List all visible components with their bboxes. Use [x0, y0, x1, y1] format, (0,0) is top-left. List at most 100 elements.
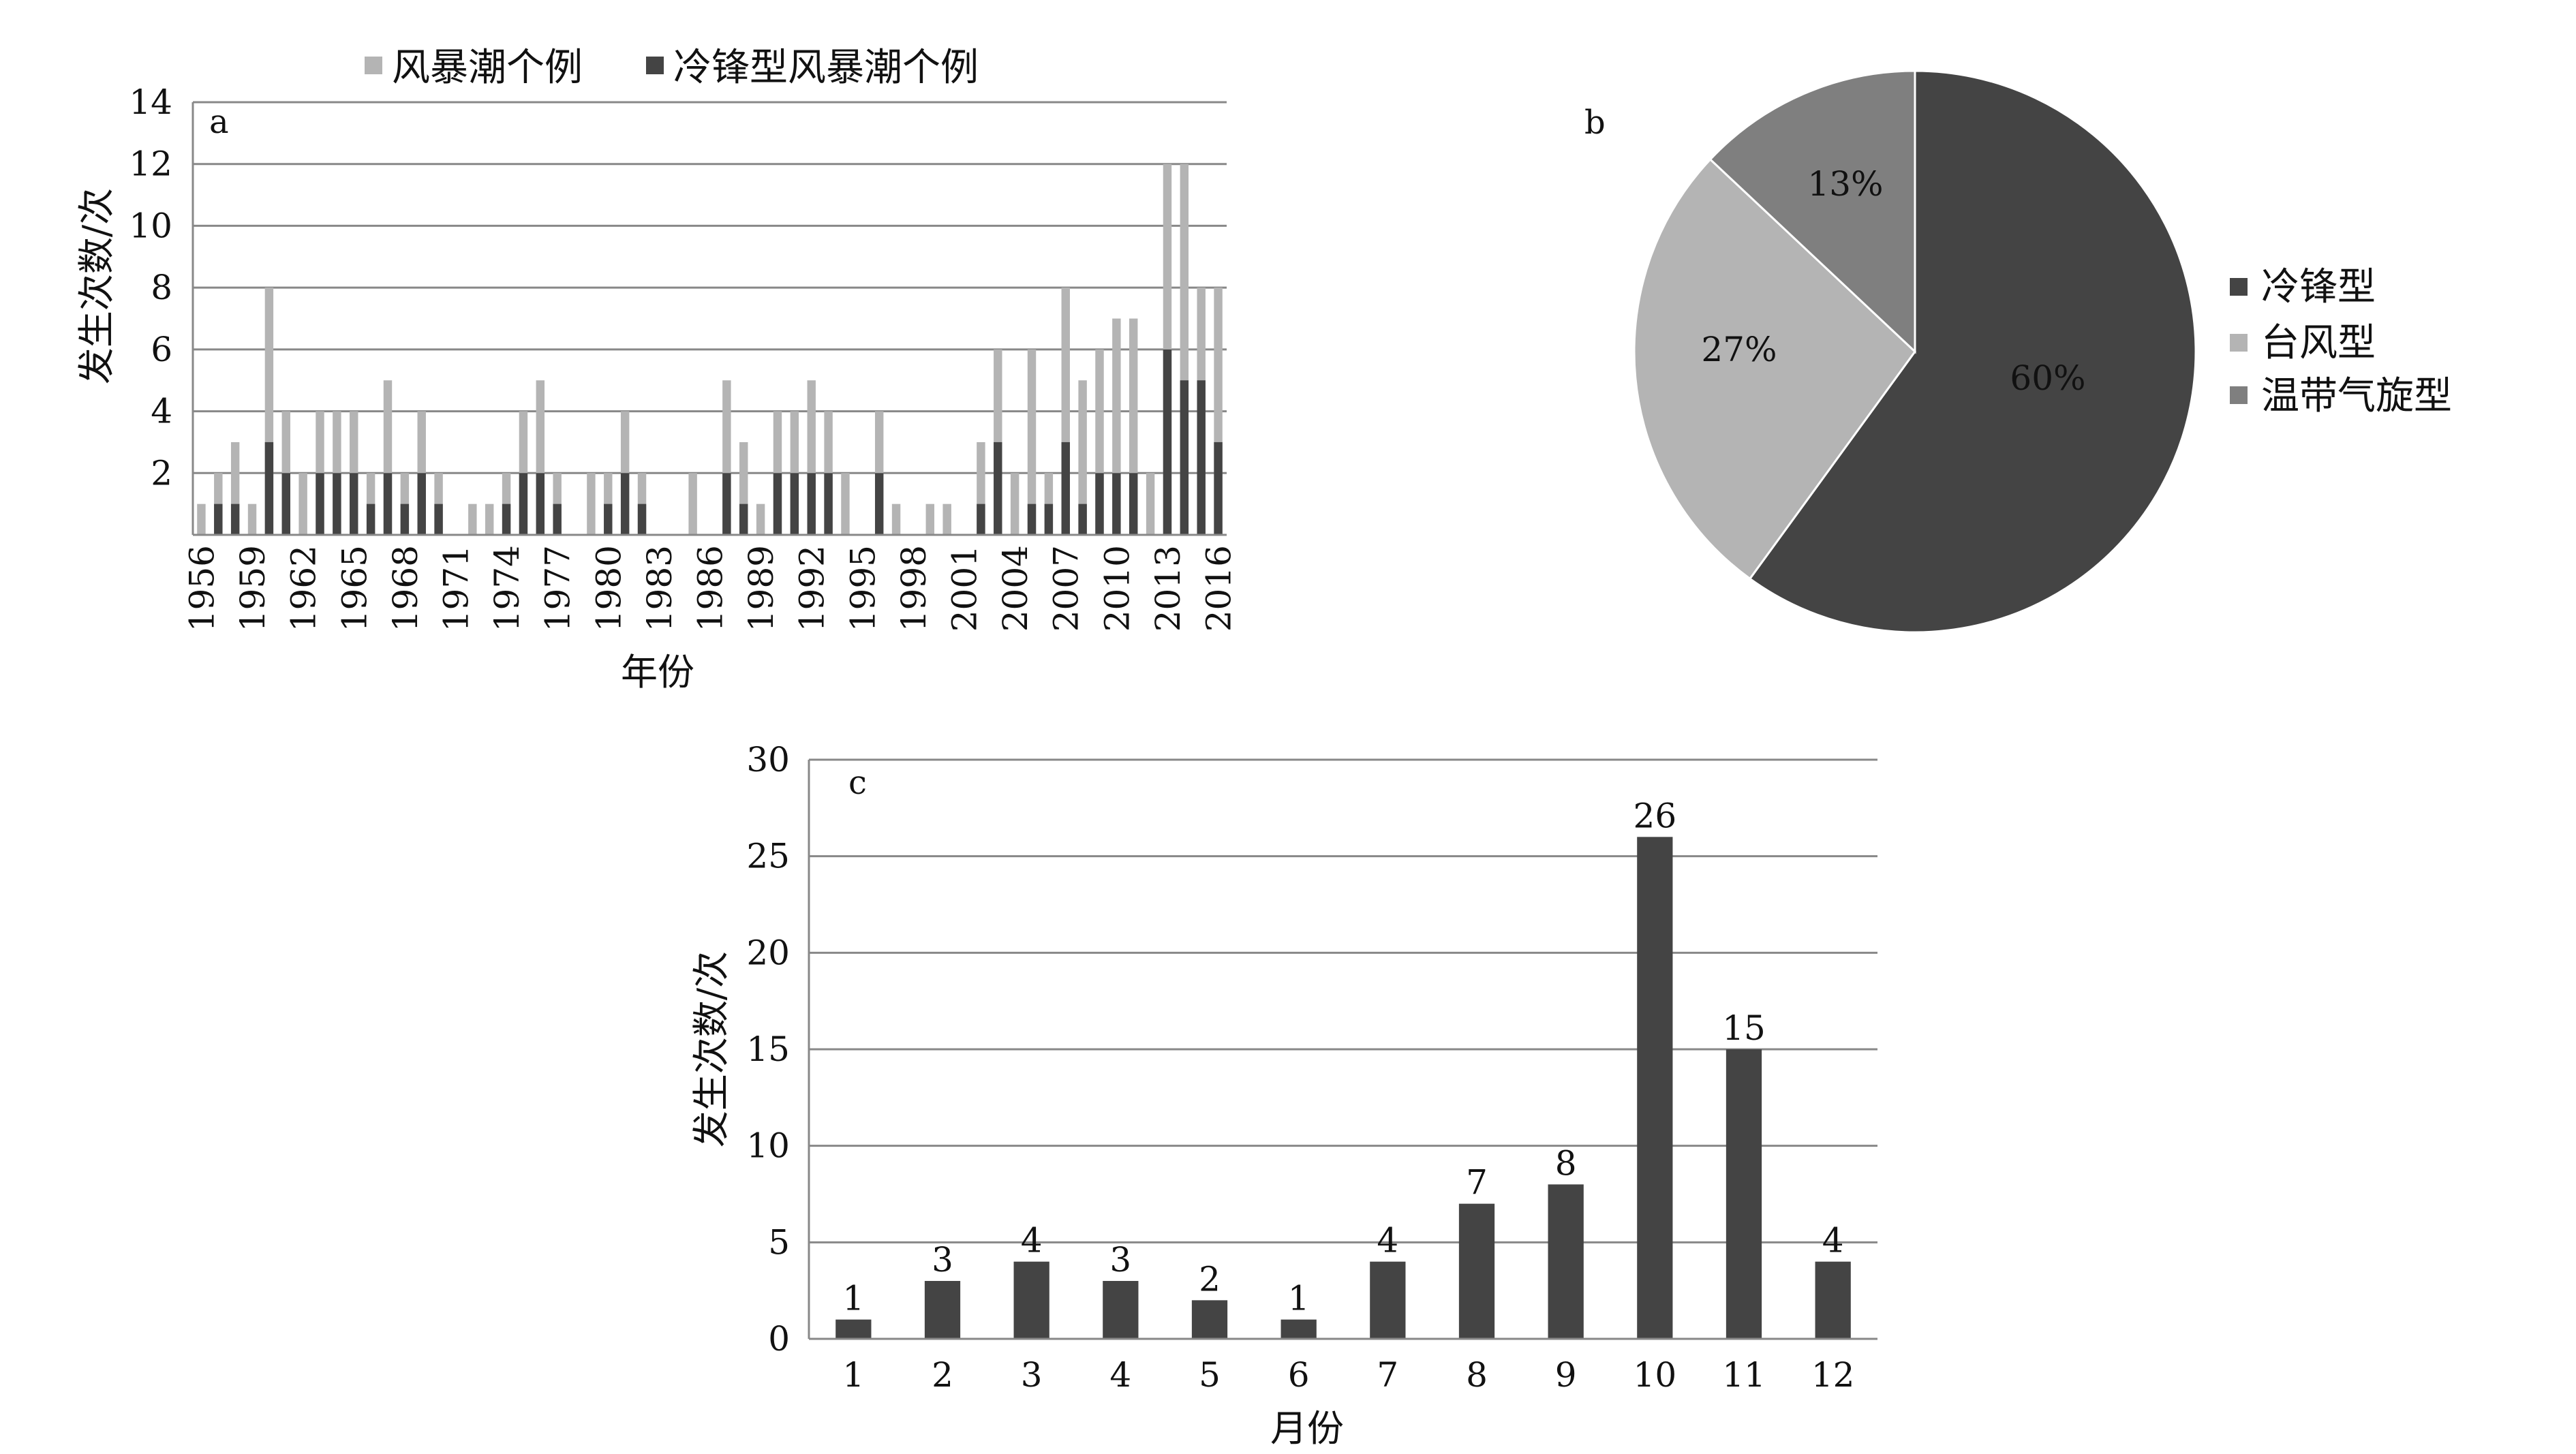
panel-b-pie-chart: b 60% 27% 13% 冷锋型 台风型 温带气旋型: [1584, 69, 2452, 634]
panel-c-data-label: 4: [1377, 1221, 1398, 1260]
panel-c-x-tick-labels: 1 2 3 4 5 6 7 8 9 10 11 12: [842, 1355, 1854, 1395]
panel-a-bar-cold-front-surge: [637, 504, 647, 535]
panel-c-data-label: 7: [1466, 1163, 1488, 1203]
pie-label-extratropical: 13%: [1807, 164, 1883, 204]
panel-a-bar-storm-surge: [756, 504, 765, 535]
panel-a-y-tick-label: 4: [151, 392, 172, 431]
panel-c-bar: [1458, 1203, 1495, 1339]
panel-a-bar-cold-front-surge: [350, 473, 358, 535]
panel-a-y-tick-label: 14: [129, 82, 172, 122]
panel-a-bar-storm-surge: [1146, 473, 1155, 535]
panel-a-x-axis-title: 年份: [621, 651, 694, 694]
panel-c-y-tick-label: 30: [746, 740, 790, 779]
panel-a-bar-cold-front-surge: [400, 504, 410, 535]
panel-c-bar: [1548, 1184, 1584, 1339]
panel-c-data-label: 3: [932, 1240, 953, 1280]
legend-label-cold-front: 冷锋型: [2261, 265, 2376, 309]
pie-slice-extratropical: [1708, 69, 1916, 354]
panel-a-gridlines: [193, 101, 1227, 474]
panel-a-bar-storm-surge: [298, 473, 307, 535]
panel-c-y-tick-label: 0: [768, 1319, 790, 1359]
panel-c-bar: [1726, 1049, 1762, 1339]
panel-c-x-axis-title: 月份: [1270, 1407, 1344, 1450]
pie-slice-cold-front: [1748, 69, 2197, 634]
panel-a-bar-cold-front-surge: [519, 473, 528, 535]
panel-a-bar-cold-front-surge: [739, 504, 748, 535]
panel-a-bar-cold-front-surge: [1078, 504, 1087, 535]
panel-a-legend: 风暴潮个例 冷锋型风暴潮个例: [365, 46, 979, 90]
panel-a-bar-cold-front-surge: [214, 504, 223, 535]
panel-a-bar-storm-surge: [485, 504, 494, 535]
panel-a-bar-cold-front-surge: [977, 504, 985, 535]
panel-a-y-axis-title: 发生次数/次: [75, 188, 118, 384]
panel-a-x-tick-label: 1956: [182, 545, 221, 632]
panel-a-y-tick-label: 10: [129, 206, 172, 245]
panel-c-x-tick-label: 8: [1466, 1355, 1488, 1395]
panel-a-bar-cold-front-surge: [1112, 473, 1121, 535]
panel-a-x-tick-label: 1974: [487, 545, 527, 632]
panel-a-x-tick-label: 1962: [284, 545, 324, 632]
panel-c-y-tick-label: 20: [746, 933, 790, 972]
panel-a-bar-storm-surge: [1027, 349, 1037, 535]
panel-a-bar-cold-front-surge: [620, 473, 630, 535]
panel-a-y-tick-label: 8: [151, 268, 172, 307]
panel-a-bar-cold-front-surge: [333, 473, 341, 535]
panel-a-bar-cold-front-surge: [281, 473, 290, 535]
panel-a-x-tick-label: 1965: [335, 545, 374, 632]
panel-c-x-tick-label: 4: [1109, 1355, 1131, 1395]
panel-c-bar: [1637, 837, 1673, 1339]
legend-label-storm-surge: 风暴潮个例: [392, 46, 583, 90]
panel-b-legend: 冷锋型 台风型 温带气旋型: [2230, 265, 2452, 418]
panel-a-bar-cold-front-surge: [1044, 504, 1054, 535]
panel-a-x-tick-label: 1983: [640, 545, 679, 632]
panel-c-data-label: 1: [1288, 1279, 1310, 1318]
legend-label-typhoon: 台风型: [2261, 321, 2376, 365]
panel-c-bar: [1013, 1261, 1049, 1339]
panel-a-x-tick-label: 2016: [1199, 545, 1239, 632]
legend-swatch-cold-front-surge: [646, 57, 664, 74]
panel-a-x-tick-label: 1968: [386, 545, 425, 632]
panel-a-bar-storm-surge: [925, 504, 935, 535]
panel-a-bar-cold-front-surge: [1163, 349, 1172, 535]
panel-a-bar-storm-surge: [1010, 473, 1019, 535]
panel-c-x-tick-label: 7: [1377, 1355, 1398, 1395]
panel-a-x-tick-label: 2004: [996, 545, 1035, 632]
panel-c-bar: [1191, 1300, 1228, 1339]
panel-a-bar-storm-surge: [891, 504, 901, 535]
panel-c-bar: [924, 1281, 961, 1339]
panel-a-bar-cold-front-surge: [824, 473, 833, 535]
panel-a-x-tick-label: 2013: [1148, 545, 1188, 632]
panel-c-data-label: 2: [1199, 1259, 1221, 1299]
legend-swatch-extratropical: [2230, 386, 2248, 404]
panel-a-bar-cold-front-surge: [994, 442, 1002, 535]
panel-a-bar-cold-front-surge: [316, 473, 324, 535]
panel-a-x-tick-label: 1992: [793, 545, 832, 632]
panel-a-bar-storm-surge: [587, 473, 596, 535]
legend-swatch-storm-surge: [365, 57, 382, 74]
panel-a-bar-cold-front-surge: [773, 473, 782, 535]
panel-a-bar-cold-front-surge: [502, 504, 511, 535]
panel-c-data-label: 4: [1822, 1221, 1844, 1260]
panel-c-x-tick-label: 12: [1811, 1355, 1855, 1395]
panel-a-bar-cold-front-surge: [604, 504, 613, 535]
panel-c-x-tick-label: 5: [1199, 1355, 1221, 1395]
pie-slice-typhoon: [1633, 157, 1916, 581]
panel-a-y-tick-label: 12: [129, 144, 172, 184]
panel-a-bar-cold-front-surge: [417, 473, 426, 535]
panel-a-x-tick-label: 2007: [1047, 545, 1086, 632]
panel-c-x-tick-label: 6: [1288, 1355, 1310, 1395]
panel-c-bar: [835, 1319, 872, 1339]
legend-label-cold-front-surge: 冷锋型风暴潮个例: [673, 46, 979, 90]
panel-a-x-tick-label: 1959: [233, 545, 273, 632]
panel-a-y-tick-label: 6: [151, 330, 172, 369]
panel-c-y-tick-label: 15: [746, 1030, 790, 1069]
panel-a-bar-storm-surge: [942, 504, 951, 535]
panel-c-y-tick-label: 10: [746, 1126, 790, 1166]
panel-c-bar: [1103, 1281, 1139, 1339]
panel-c-data-label: 8: [1555, 1143, 1577, 1183]
panel-a-bar-cold-front-surge: [1027, 504, 1037, 535]
panel-c-x-tick-label: 3: [1021, 1355, 1043, 1395]
panel-a-x-tick-label: 1986: [691, 545, 731, 632]
